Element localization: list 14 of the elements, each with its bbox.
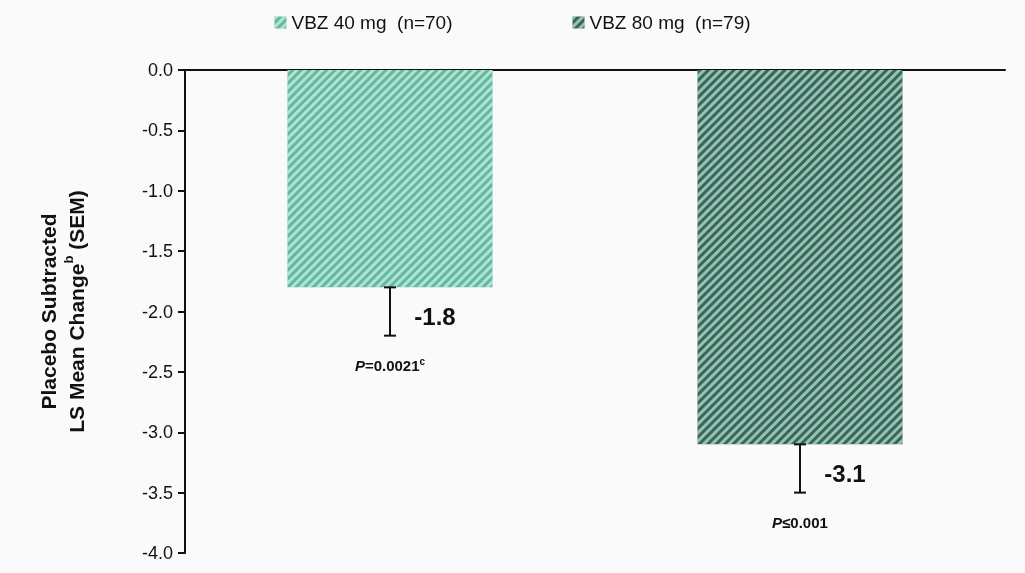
y-tick-label: 0.0 <box>147 60 173 80</box>
legend-label: VBZ 40 mg (n=70) <box>291 12 453 33</box>
annotation: P≤0.001 <box>772 514 828 532</box>
y-tick-label: -0.5 <box>141 120 173 141</box>
y-tick-label: -4.0 <box>141 543 173 563</box>
legend-label: VBZ 80 mg (n=79) <box>589 12 751 33</box>
y-tick-label: -1.5 <box>141 241 173 262</box>
y-tick-label: -2.5 <box>141 361 173 382</box>
data-label: -1.8 <box>414 302 456 330</box>
data-label: -3.1 <box>824 459 866 487</box>
y-tick-label: -3.0 <box>141 422 173 443</box>
y-tick-label: -1.0 <box>141 180 173 201</box>
y-tick-label: -3.5 <box>141 482 173 503</box>
y-tick-label: -2.0 <box>141 301 173 322</box>
